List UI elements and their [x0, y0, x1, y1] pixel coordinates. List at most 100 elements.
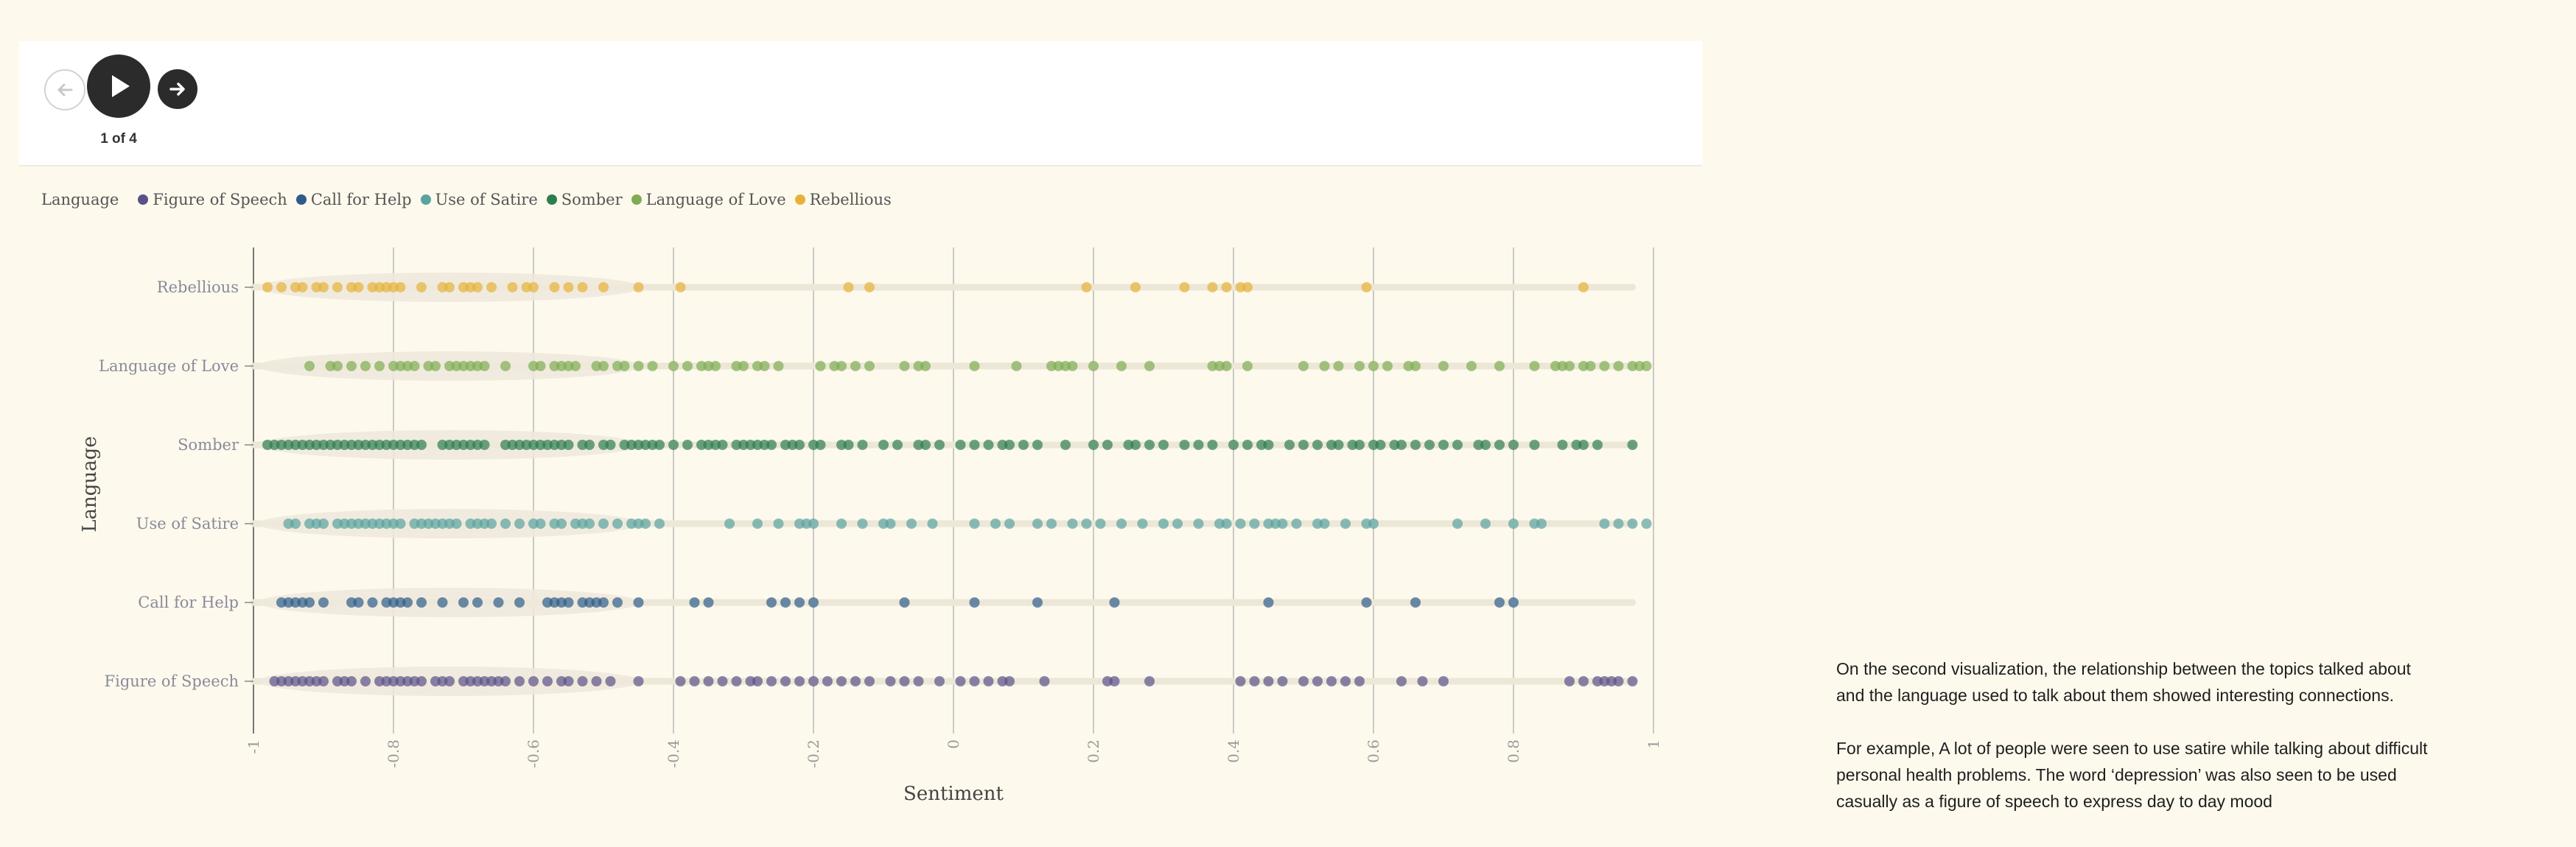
data-point	[1319, 361, 1330, 371]
data-point	[647, 361, 658, 371]
data-point	[850, 676, 861, 686]
data-point	[1144, 676, 1155, 686]
data-point	[1158, 440, 1169, 450]
data-point	[318, 282, 329, 292]
data-point	[1088, 440, 1099, 450]
data-point	[1564, 676, 1575, 686]
x-tick-label: -0.6	[525, 739, 542, 768]
data-point	[654, 440, 665, 450]
data-point	[1592, 440, 1603, 450]
data-point	[864, 282, 875, 292]
data-point	[1578, 676, 1589, 686]
playback-toolbar: 1 of 4	[19, 41, 1702, 166]
y-axis-title: Language	[79, 436, 101, 532]
data-point	[1018, 440, 1029, 450]
data-point	[836, 361, 847, 371]
data-point	[969, 676, 980, 686]
data-point	[927, 519, 938, 529]
data-point	[1277, 519, 1288, 529]
x-tick-label: 0	[945, 739, 962, 749]
data-point	[689, 597, 700, 608]
data-point	[1375, 440, 1386, 450]
data-point	[843, 282, 854, 292]
data-point	[605, 440, 616, 450]
data-point	[549, 282, 560, 292]
legend-label: Language of Love	[645, 191, 786, 208]
data-point	[1179, 282, 1190, 292]
data-point	[759, 361, 770, 371]
data-point	[1060, 440, 1071, 450]
data-point	[290, 519, 301, 529]
narrative-paragraph: On the second visualization, the relatio…	[1836, 659, 2411, 705]
data-point	[409, 361, 420, 371]
data-point	[1424, 440, 1435, 450]
data-point	[1494, 361, 1505, 371]
legend-item-call-for-help: Call for Help	[295, 191, 412, 208]
data-point	[563, 282, 574, 292]
data-point	[1340, 519, 1351, 529]
data-point	[1438, 440, 1449, 450]
y-tick-label: Rebellious	[157, 278, 239, 296]
data-point	[360, 676, 371, 686]
x-tick-label: 0.6	[1365, 739, 1382, 763]
data-point	[990, 519, 1001, 529]
data-point	[1480, 519, 1491, 529]
data-point	[1242, 361, 1253, 371]
data-point	[598, 597, 609, 608]
data-point	[514, 676, 525, 686]
legend-swatch	[295, 194, 307, 205]
data-point	[332, 361, 343, 371]
data-point	[878, 440, 889, 450]
data-point	[1116, 361, 1127, 371]
data-point	[297, 282, 308, 292]
data-point	[528, 676, 539, 686]
data-point	[766, 440, 777, 450]
data-point	[1599, 519, 1610, 529]
data-point	[1158, 519, 1169, 529]
data-point	[1221, 282, 1232, 292]
previous-button[interactable]	[44, 69, 85, 110]
data-point	[493, 597, 504, 608]
data-point	[430, 361, 441, 371]
data-point	[815, 440, 826, 450]
next-button[interactable]	[158, 69, 197, 109]
data-point	[633, 361, 644, 371]
data-point	[1235, 676, 1246, 686]
data-point	[899, 597, 910, 608]
data-point	[703, 597, 714, 608]
data-point	[472, 597, 483, 608]
data-point	[1116, 519, 1127, 529]
sentiment-scatter-chart: -1 -0.8 -0.6 -0.4 -0.2 0 0.2 0.4 0.6 0.8 1 Rebellio…	[79, 247, 1662, 805]
play-button[interactable]	[87, 55, 150, 118]
data-point	[1354, 361, 1365, 371]
data-point	[717, 440, 728, 450]
data-point	[955, 440, 966, 450]
data-point	[1354, 676, 1365, 686]
step-counter: 1 of 4	[100, 131, 137, 147]
data-point	[1032, 440, 1043, 450]
legend-label: Somber	[561, 191, 623, 208]
data-point	[1081, 282, 1092, 292]
data-point	[1613, 361, 1624, 371]
data-point	[1130, 282, 1141, 292]
data-point	[633, 282, 644, 292]
data-point	[836, 676, 847, 686]
data-point	[1144, 361, 1155, 371]
legend-label: Figure of Speech	[153, 191, 287, 208]
data-point	[1221, 519, 1232, 529]
data-point	[1193, 440, 1204, 450]
data-point	[1144, 440, 1155, 450]
data-point	[885, 676, 896, 686]
data-point	[619, 361, 630, 371]
legend-item-somber: Somber	[546, 191, 623, 208]
data-point	[1004, 676, 1015, 686]
narrative-paragraph: For example, A lot of people were seen t…	[1836, 739, 2428, 811]
data-point	[1032, 519, 1043, 529]
data-point	[1319, 519, 1330, 529]
data-point	[682, 361, 693, 371]
data-point	[1410, 361, 1421, 371]
data-point	[1417, 676, 1428, 686]
data-point	[472, 282, 483, 292]
y-tick-label: Call for Help	[138, 594, 239, 611]
data-point	[346, 361, 357, 371]
